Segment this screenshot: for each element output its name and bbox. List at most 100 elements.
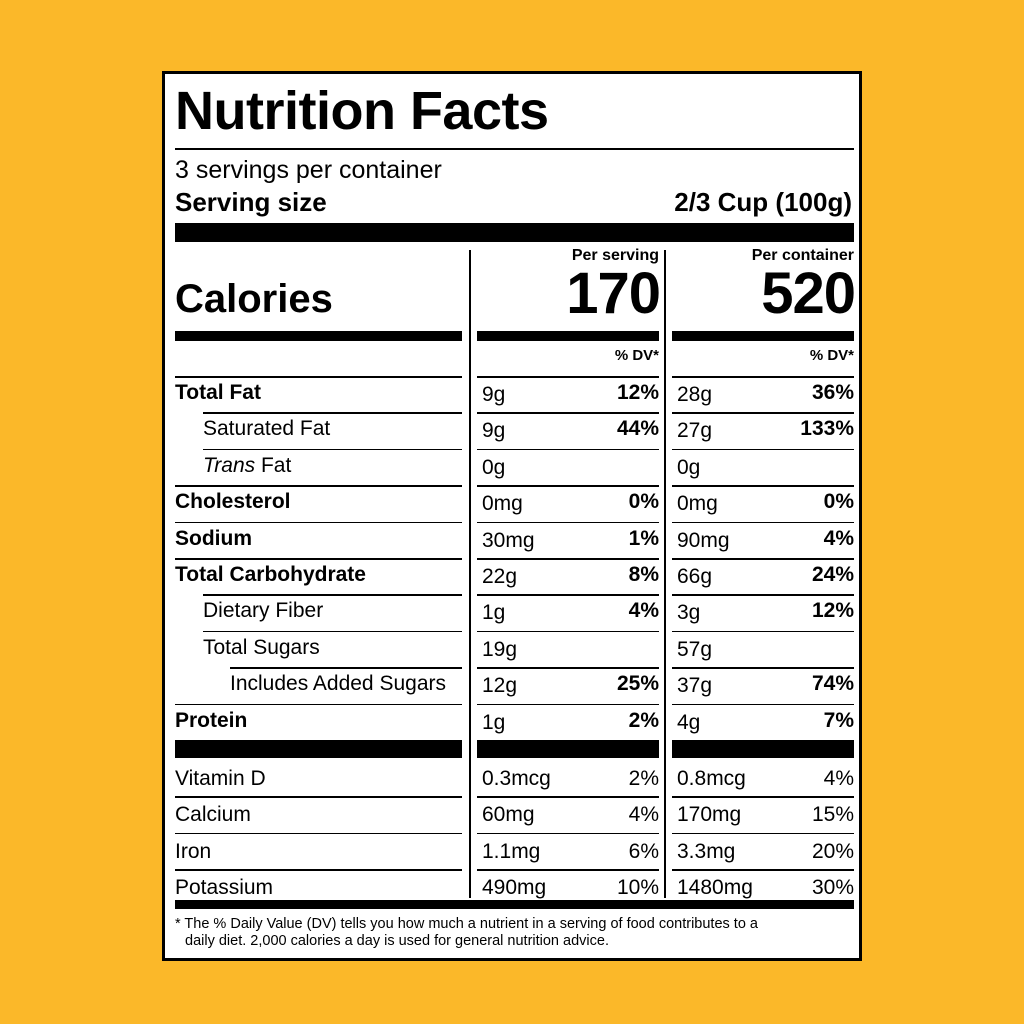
- nutrient-label: Saturated Fat: [203, 417, 331, 441]
- serving-amount: 12g: [482, 674, 518, 698]
- serving-amount: 9g: [482, 383, 506, 406]
- serving-amount: 19g: [482, 637, 518, 661]
- nutrient-label: Includes Added Sugars: [230, 672, 446, 696]
- row-divider: [477, 448, 659, 451]
- serving-dv: 0%: [628, 490, 659, 514]
- serving-amount: 1.1mg: [482, 839, 541, 863]
- row-divider: [672, 796, 854, 798]
- serving-amount: 1g: [482, 601, 506, 625]
- row-divider: [672, 376, 854, 378]
- thick-divider: [672, 331, 854, 341]
- row-divider: [175, 558, 462, 560]
- nutrient-label: Dietary Fiber: [203, 599, 324, 623]
- nutrient-label: Total Carbohydrate: [175, 563, 366, 586]
- row-divider: [672, 558, 854, 560]
- row-divider: [672, 667, 854, 669]
- thick-divider: [672, 740, 854, 758]
- calories-per-container: 520: [761, 261, 856, 326]
- serving-amount: 0mg: [482, 492, 523, 516]
- serving-amount: 0.3mcg: [482, 767, 551, 790]
- thick-divider: [477, 331, 659, 341]
- serving-dv: 8%: [628, 563, 659, 586]
- dv-header-container: % DV*: [809, 347, 854, 364]
- row-divider: [203, 448, 462, 451]
- row-divider: [203, 594, 462, 596]
- serving-dv: 2%: [628, 708, 659, 732]
- container-amount: 28g: [677, 383, 713, 406]
- servings-per-container: 3 servings per container: [175, 156, 442, 184]
- row-divider: [203, 630, 462, 633]
- container-amount: 170mg: [677, 803, 742, 827]
- container-dv: 74%: [811, 672, 854, 696]
- nutrient-label: Sodium: [175, 526, 252, 550]
- row-divider: [672, 412, 854, 414]
- vitamin-label: Calcium: [175, 803, 251, 827]
- row-divider: [477, 376, 659, 378]
- row-divider: [477, 558, 659, 560]
- row-divider: [672, 594, 854, 596]
- container-amount: 0mg: [677, 492, 718, 516]
- per-container-label: Per container: [751, 247, 854, 264]
- container-dv: 4%: [823, 526, 854, 550]
- serving-amount: 0g: [482, 455, 506, 479]
- row-divider: [203, 412, 462, 414]
- thick-divider: [175, 900, 854, 909]
- column-separator: [469, 250, 471, 898]
- footnote-line: daily diet. 2,000 calories a day is used…: [185, 933, 609, 949]
- container-dv: 133%: [800, 417, 854, 441]
- row-divider: [477, 521, 659, 524]
- nutrient-label: Protein: [175, 708, 248, 732]
- serving-amount: 1g: [482, 710, 506, 734]
- calories-label: Calories: [175, 277, 333, 321]
- row-divider: [477, 703, 659, 706]
- serving-dv: 6%: [628, 839, 659, 863]
- serving-amount: 60mg: [482, 803, 535, 827]
- serving-amount: 9g: [482, 419, 506, 443]
- row-divider: [672, 521, 854, 524]
- divider: [175, 148, 854, 150]
- footnote: * The % Daily Value (DV) tells you how m…: [175, 916, 855, 950]
- nutrient-label: Cholesterol: [175, 490, 291, 514]
- row-divider: [477, 594, 659, 596]
- row-divider: [175, 376, 462, 378]
- vitamin-label: Iron: [175, 839, 212, 863]
- serving-dv: 25%: [616, 672, 659, 696]
- container-amount: 3.3mg: [677, 839, 736, 863]
- row-divider: [175, 703, 462, 706]
- serving-size-label: Serving size: [175, 187, 327, 217]
- container-amount: 66g: [677, 565, 713, 588]
- container-amount: 37g: [677, 674, 713, 698]
- nutrient-label-italic: Trans: [203, 453, 256, 477]
- serving-dv: 12%: [616, 381, 659, 404]
- container-amount: 57g: [677, 637, 713, 661]
- container-amount: 1480mg: [677, 876, 753, 900]
- row-divider: [477, 485, 659, 487]
- container-amount: 27g: [677, 419, 713, 443]
- serving-dv: 4%: [628, 803, 659, 827]
- row-divider: [672, 832, 854, 835]
- nutrient-label: Total Fat: [175, 381, 261, 404]
- nutrient-label: Total Sugars: [203, 635, 320, 659]
- row-divider: [477, 832, 659, 835]
- container-dv: 12%: [811, 599, 854, 623]
- container-dv: 4%: [823, 767, 854, 790]
- container-amount: 4g: [677, 710, 701, 734]
- row-divider: [477, 796, 659, 798]
- row-divider: [477, 667, 659, 669]
- nutrition-facts-label: Nutrition Facts 3 servings per container…: [162, 71, 862, 961]
- container-dv: 15%: [811, 803, 854, 827]
- serving-size-value: 2/3 Cup (100g): [674, 187, 852, 217]
- container-dv: 36%: [811, 381, 854, 404]
- serving-dv: 44%: [616, 417, 659, 441]
- row-divider: [477, 869, 659, 871]
- container-amount: 90mg: [677, 528, 730, 552]
- row-divider: [672, 485, 854, 487]
- per-serving-label: Per serving: [571, 247, 659, 264]
- serving-dv: 4%: [628, 599, 659, 623]
- row-divider: [230, 667, 462, 669]
- thick-divider: [175, 331, 462, 341]
- container-dv: 0%: [823, 490, 854, 514]
- container-dv: 7%: [823, 708, 854, 732]
- row-divider: [477, 412, 659, 414]
- container-dv: 20%: [811, 839, 854, 863]
